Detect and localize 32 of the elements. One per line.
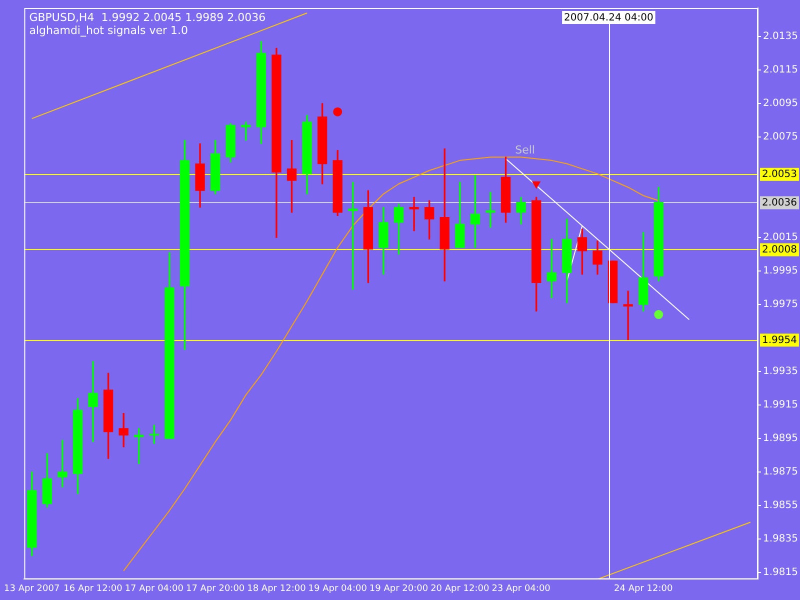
x-tick-label: 19 Apr 20:00 (369, 584, 428, 594)
y-tick-label: 1.9875 (763, 466, 798, 478)
y-tick-label: 2.0115 (763, 64, 798, 76)
y-tick-label: 1.9895 (763, 433, 798, 444)
y-tick-label: 1.9935 (763, 366, 798, 378)
x-tick-label: 16 Apr 12:00 (64, 584, 123, 594)
y-tick-label: 2.0075 (763, 132, 798, 143)
ref-line-label: 1.9954 (762, 334, 797, 346)
x-tick-label: 20 Apr 12:00 (430, 584, 490, 594)
ref-line-label: 2.0008 (762, 244, 797, 256)
x-tick-label: 23 Apr 04:00 (492, 584, 551, 594)
y-tick-label: 1.9995 (763, 266, 798, 277)
x-tick-label: 18 Apr 12:00 (247, 584, 306, 594)
x-tick-label: 24 Apr 12:00 (614, 584, 673, 594)
annotation: 2007.04.24 04:00 (564, 12, 654, 24)
y-tick-label: 1.9975 (763, 299, 798, 310)
y-tick-label: 2.0015 (763, 232, 798, 244)
y-tick-label: 2.0135 (763, 31, 798, 42)
ref-line-label: 2.0053 (762, 168, 797, 180)
y-tick-label: 1.9835 (763, 534, 798, 545)
text: alghamdi_hot signals ver 1.0 (29, 24, 188, 37)
x-tick-label: 19 Apr 04:00 (308, 584, 368, 594)
annotation: Sell (515, 143, 535, 156)
y-tick-label: 1.9855 (763, 500, 798, 512)
chart-title: GBPUSD,H4 1.9992 2.0045 1.9989 2.0036 (29, 10, 266, 24)
y-tick-label: 1.9815 (763, 567, 798, 578)
x-tick-label: 17 Apr 20:00 (186, 584, 245, 594)
y-tick-label: 2.0095 (763, 98, 798, 110)
ref-line-label: 2.0036 (762, 197, 797, 208)
x-tick-label: 13 Apr 2007 (4, 584, 60, 594)
x-tick-label: 17 Apr 04:00 (124, 584, 184, 594)
y-tick-label: 1.9915 (763, 400, 798, 411)
